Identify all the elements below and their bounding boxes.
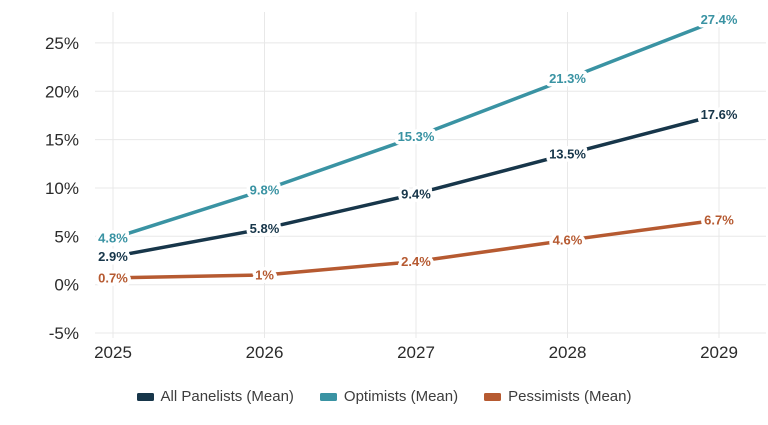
legend-label: Pessimists (Mean) [508,388,632,405]
legend-item-pessimists-mean: Pessimists (Mean) [484,386,631,408]
y-axis-tick-label: 15% [45,131,79,150]
series-line-optimists-mean [111,17,721,240]
series-lines [111,17,721,280]
value-label-all-panelists-mean-2027: 9.4% [401,186,431,201]
value-label-pessimists-mean-2027: 2.4% [401,254,431,269]
value-label-pessimists-mean-2028: 4.6% [553,233,583,248]
legend-item-optimists-mean: Optimists (Mean) [319,386,459,408]
legend-label: All Panelists (Mean) [160,388,294,405]
value-label-pessimists-mean-2029: 6.7% [704,212,734,227]
value-label-optimists-mean-2028: 21.3% [549,71,586,86]
y-axis-tick-label: 25% [45,34,79,53]
x-axis-tick-label: 2028 [549,343,587,362]
value-labels: 2.9% 5.8% 9.4% 13.5% 17.6% 4.8% 9.8% 15.3% 21.3%… [95,9,742,289]
y-axis-tick-label: 5% [54,227,79,246]
value-label-all-panelists-mean-2026: 5.8% [250,221,280,236]
value-label-optimists-mean-2025: 4.8% [98,231,128,246]
y-axis-tick-label: 20% [45,82,79,101]
value-label-optimists-mean-2026: 9.8% [250,182,280,197]
x-axis-tick-label: 2025 [94,343,132,362]
x-axis-tick-label: 2026 [246,343,284,362]
gridlines [95,12,766,338]
x-axis-tick-label: 2029 [700,343,738,362]
legend-label: Optimists (Mean) [343,388,459,405]
legend: All Panelists (Mean) Optimists (Mean) Pess… [0,386,768,408]
x-axis-tick-label: 2027 [397,343,435,362]
legend-item-all-panelists-mean: All Panelists (Mean) [136,386,294,408]
y-axis-tick-label: 0% [54,276,79,295]
y-axis-tick-label: 10% [45,179,79,198]
series-line-pessimists-mean [111,218,721,280]
series-line-all-panelists-mean [111,112,721,259]
legend-swatch-icon [484,393,502,401]
legend-swatch-icon [319,393,337,401]
plot-area: -5% 0% 5% 10% 15% 20% 25% 2025 2026 2027 2028 2029 2… [44,9,766,362]
value-label-optimists-mean-2029: 27.4% [701,12,738,27]
legend-swatch-icon [136,393,154,401]
value-label-pessimists-mean-2025: 0.7% [98,270,128,285]
value-label-all-panelists-mean-2028: 13.5% [549,147,586,162]
value-label-optimists-mean-2027: 15.3% [398,129,435,144]
value-label-all-panelists-mean-2025: 2.9% [98,249,128,264]
axis-labels: -5% 0% 5% 10% 15% 20% 25% 2025 2026 2027 2028 2029 [45,34,738,362]
value-label-all-panelists-mean-2029: 17.6% [701,107,738,122]
value-label-pessimists-mean-2026: 1% [255,268,274,283]
y-axis-tick-label: -5% [49,324,79,343]
